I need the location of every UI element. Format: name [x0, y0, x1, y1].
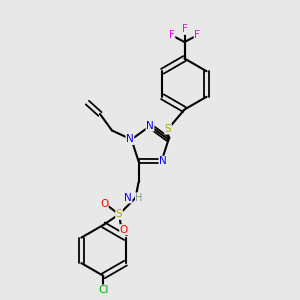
Text: O: O	[120, 225, 128, 235]
Text: N: N	[124, 193, 132, 203]
Text: S: S	[116, 209, 122, 219]
Text: S: S	[165, 124, 171, 134]
Text: N: N	[126, 134, 134, 145]
Text: F: F	[182, 24, 188, 34]
Text: N: N	[159, 156, 167, 166]
Text: H: H	[136, 193, 143, 203]
Text: F: F	[194, 30, 200, 40]
Text: O: O	[100, 199, 108, 209]
Text: Cl: Cl	[98, 285, 109, 295]
Text: F: F	[169, 30, 175, 40]
Text: N: N	[146, 121, 154, 131]
